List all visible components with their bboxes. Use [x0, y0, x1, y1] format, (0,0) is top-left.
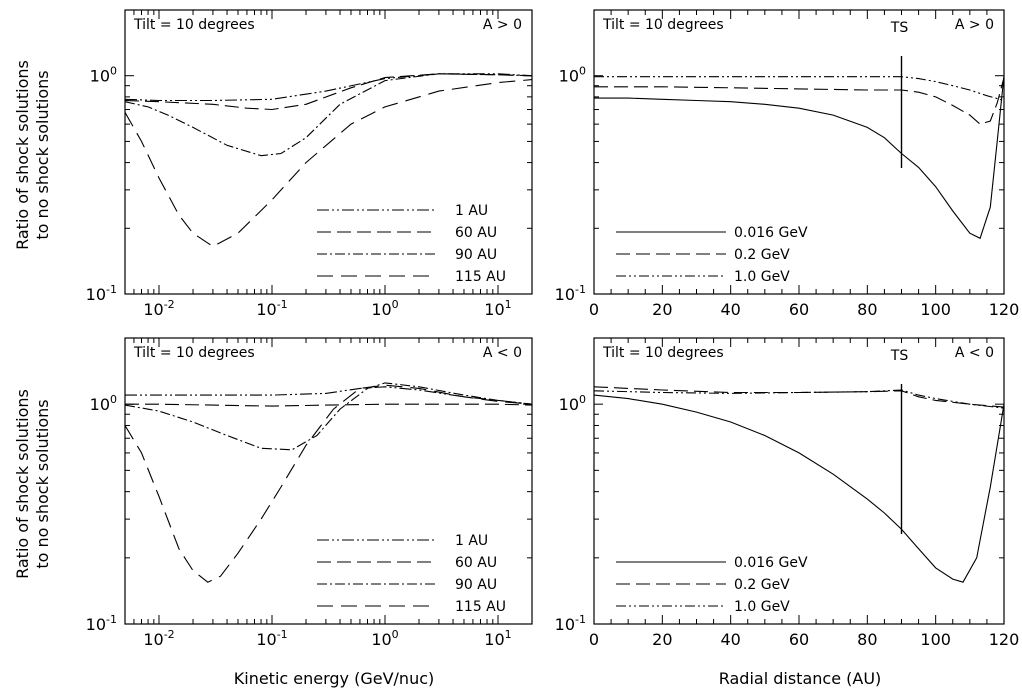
panel-title: Tilt = 10 degrees: [133, 345, 255, 361]
plot-frame: [593, 337, 1005, 625]
legend-label: 90 AU: [455, 577, 497, 593]
legend-label: 60 AU: [455, 225, 497, 241]
x-tick-label: 10-2: [143, 628, 174, 649]
x-tick-label: 20: [652, 300, 672, 319]
ts-label: TS: [890, 20, 909, 36]
y-tick-label: 100: [559, 393, 586, 414]
series-group: [125, 382, 532, 583]
x-tick-label: 100: [371, 628, 398, 649]
polarity-label: A > 0: [483, 17, 522, 33]
y-tick-label: 100: [559, 65, 586, 86]
x-tick-label: 120: [989, 630, 1020, 649]
plot-frame: [124, 337, 533, 625]
legend-label: 0.2 GeV: [734, 577, 790, 593]
chart-bottom-left: 10-1 100 10-2 10-1 100 101 Tilt = 10 degrees A …: [86, 337, 533, 649]
panel-title: Tilt = 10 degrees: [602, 345, 724, 361]
polarity-label: A < 0: [955, 345, 994, 361]
ylabel-top-line1: Ratio of shock solutions: [13, 60, 32, 250]
x-tick-label: 0: [589, 630, 599, 649]
xlabel-right: Radial distance (AU): [719, 669, 882, 688]
chart-top-right: 10-1 100 0 20 40 60 80 100 120 Tilt = 10 degrees A…: [555, 9, 1020, 319]
x-tick-label: 120: [989, 300, 1020, 319]
x-tick-label: 0: [589, 300, 599, 319]
series-group: [594, 386, 1004, 583]
x-tick-label: 80: [857, 630, 877, 649]
panel-title: Tilt = 10 degrees: [133, 17, 255, 33]
x-tick-label: 60: [789, 630, 809, 649]
series-line-1-AU: [125, 386, 532, 405]
x-tick-label: 100: [371, 298, 398, 319]
polarity-label: A > 0: [955, 17, 994, 33]
series-line-0-016-GeV: [594, 75, 1004, 240]
series-line-60-AU: [125, 73, 532, 111]
panel-title: Tilt = 10 degrees: [602, 17, 724, 33]
series-line-0-2-GeV: [594, 386, 1004, 408]
x-tick-label: 10-1: [256, 628, 287, 649]
series-line-0-2-GeV: [594, 77, 1004, 125]
y-tick-label: 10-1: [555, 613, 586, 634]
ts-label: TS: [890, 348, 909, 364]
chart-top-left: 10-1 100 10-2 10-1 100 101 Tilt = 10 degrees A …: [86, 9, 533, 319]
ylabel-top-line2: to no shock solutions: [33, 70, 52, 239]
y-tick-label: 100: [90, 393, 117, 414]
series-line-90-AU: [125, 73, 532, 157]
x-tick-label: 100: [920, 630, 951, 649]
chart-panels: 10-1 100 10-2 10-1 100 101 Tilt = 10 degrees A …: [86, 9, 1020, 649]
legend-label: 1.0 GeV: [734, 269, 790, 285]
legend-label: 90 AU: [455, 247, 497, 263]
series-line-90-AU: [125, 382, 532, 451]
y-tick-label: 10-1: [86, 283, 117, 304]
chart-bottom-right: 10-1 100 0 20 40 60 80 100 120 Tilt = 10 degrees A…: [555, 337, 1020, 649]
ylabel-bottom-line1: Ratio of shock solutions: [13, 389, 32, 579]
x-tick-label: 40: [720, 300, 740, 319]
series-line-1-0-GeV: [594, 389, 1004, 409]
x-tick-label: 80: [857, 300, 877, 319]
legend-label: 0.016 GeV: [734, 225, 808, 241]
series-line-0-016-GeV: [594, 394, 1004, 583]
series-line-115-AU: [125, 79, 532, 248]
ylabel-bottom-line2: to no shock solutions: [33, 399, 52, 568]
legend-label: 115 AU: [455, 269, 506, 285]
x-tick-label: 10-1: [256, 298, 287, 319]
x-tick-label: 20: [652, 630, 672, 649]
x-tick-label: 40: [720, 630, 740, 649]
y-tick-label: 10-1: [86, 613, 117, 634]
x-tick-label: 10-2: [143, 298, 174, 319]
legend-label: 1 AU: [455, 533, 488, 549]
xlabel-left: Kinetic energy (GeV/nuc): [234, 669, 435, 688]
plot-frame: [124, 9, 533, 295]
polarity-label: A < 0: [483, 345, 522, 361]
legend-label: 0.2 GeV: [734, 247, 790, 263]
series-group: [125, 73, 532, 248]
plot-frame: [593, 9, 1005, 295]
y-tick-label: 100: [90, 65, 117, 86]
series-line-115-AU: [125, 384, 532, 583]
legend-label: 1 AU: [455, 203, 488, 219]
series-group: [594, 75, 1004, 240]
legend-label: 0.016 GeV: [734, 555, 808, 571]
x-tick-label: 100: [920, 300, 951, 319]
series-line-60-AU: [125, 403, 532, 407]
legend-label: 1.0 GeV: [734, 599, 790, 615]
y-tick-label: 10-1: [555, 283, 586, 304]
legend-label: 115 AU: [455, 599, 506, 615]
x-tick-label: 60: [789, 300, 809, 319]
x-tick-label: 101: [484, 628, 511, 649]
x-tick-label: 101: [484, 298, 511, 319]
legend-label: 60 AU: [455, 555, 497, 571]
series-line-1-AU: [125, 73, 532, 102]
